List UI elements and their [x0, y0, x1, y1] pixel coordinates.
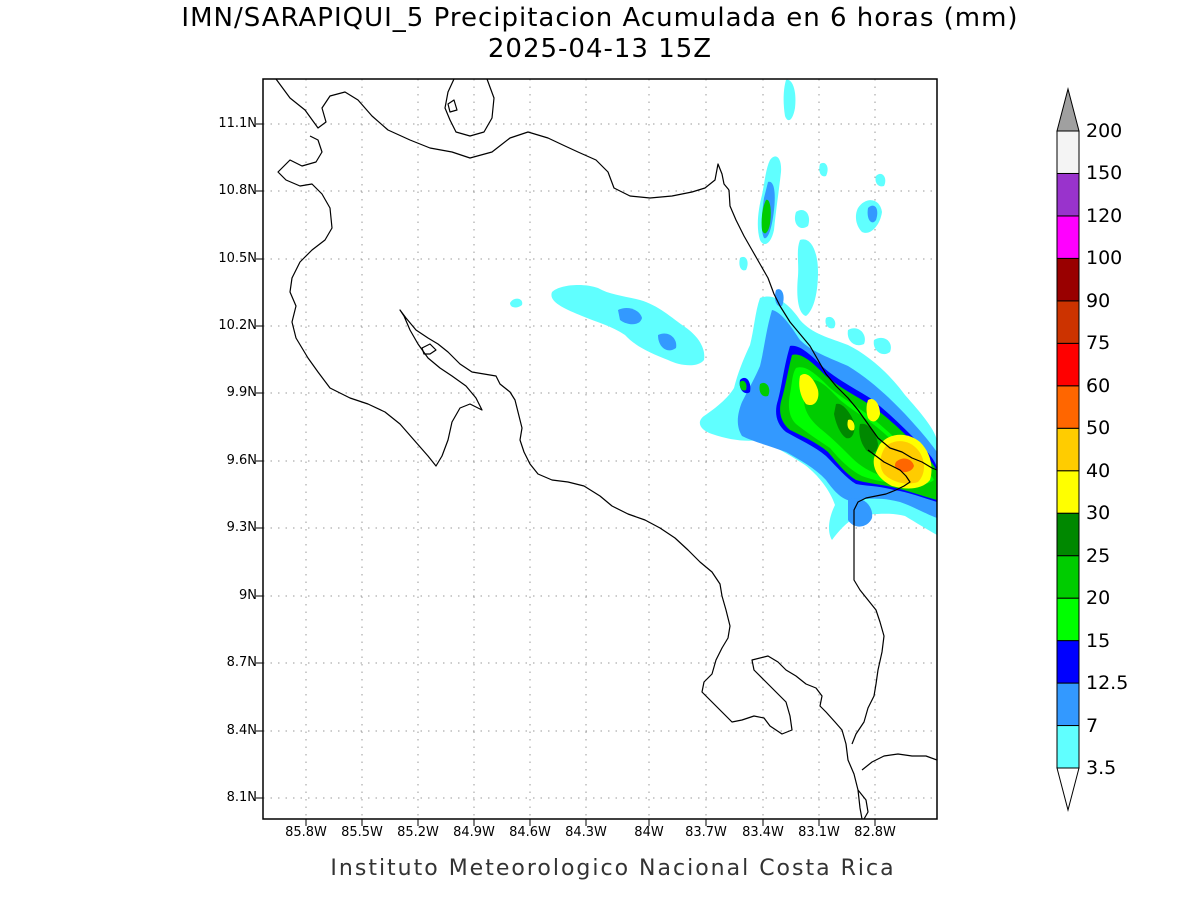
legend-under-triangle: [1056, 767, 1080, 812]
legend-level-label: 75: [1086, 332, 1111, 355]
precip-area-3.5: [875, 173, 886, 187]
legend-swatch: [1056, 640, 1080, 684]
legend-swatch: [1056, 597, 1080, 642]
legend-swatch: [1056, 385, 1080, 429]
panama-coast-east: [861, 753, 937, 771]
lat-tick-label: 8.4N: [226, 723, 257, 738]
precip-area-15: [759, 382, 770, 397]
precip-cell-southeast-maximum: [873, 434, 932, 489]
lat-tick-label: 11.1N: [218, 116, 257, 131]
legend-swatch: [1056, 470, 1080, 514]
lat-tick-label: 9N: [239, 588, 257, 603]
lon-tick-label: 84W: [634, 825, 664, 840]
lat-tick-label: 9.3N: [226, 520, 257, 535]
precip-area-15: [761, 199, 771, 234]
legend-level-label: 25: [1086, 544, 1111, 567]
map-title: IMN/SARAPIQUI_5 Precipitacion Acumulada …: [181, 3, 1019, 33]
precip-area-3.5: [825, 316, 836, 329]
legend-swatch: [1056, 130, 1080, 174]
legend-swatch: [1056, 215, 1080, 259]
nicaragua-lake-shore: [444, 79, 495, 137]
lon-tick-label: 84.9W: [453, 825, 495, 840]
lon-tick-label: 85.2W: [397, 825, 439, 840]
map-frame: [262, 78, 938, 820]
precip-area-60: [894, 458, 914, 473]
legend-swatch: [1056, 172, 1080, 217]
legend-over-triangle: [1056, 87, 1080, 132]
lat-tick-label: 8.1N: [226, 790, 257, 805]
legend-level-label: 100: [1086, 247, 1123, 270]
precip-area-3.5: [783, 79, 796, 121]
color-legend: [1056, 87, 1080, 812]
lat-tick-label: 9.9N: [226, 385, 257, 400]
precip-area-3.5: [510, 298, 523, 308]
legend-level-label: 200: [1086, 120, 1123, 142]
legend-swatch: [1056, 725, 1080, 769]
lake-island: [447, 99, 458, 113]
legend-swatch: [1056, 555, 1080, 599]
caribbean-coast-line: [728, 189, 937, 471]
precip-area-7: [658, 333, 677, 351]
precip-area-40: [866, 398, 880, 422]
legend-swatch: [1056, 682, 1080, 727]
precip-cell-north-coast-streak: [739, 79, 886, 316]
precip-area-40: [799, 373, 819, 406]
coastlines-and-borders: [275, 79, 937, 819]
precip-area-15: [739, 380, 747, 391]
lon-tick-label: 83.7W: [685, 825, 727, 840]
precip-area-3.5: [873, 337, 891, 355]
lat-tick-label: 10.2N: [218, 318, 257, 333]
precip-area-30: [834, 403, 855, 439]
legend-level-label: 50: [1086, 417, 1111, 440]
legend-level-label: 120: [1086, 204, 1123, 227]
precip-area-7: [618, 307, 642, 325]
precip-area-3.5: [739, 256, 748, 271]
lat-tick-label: 9.6N: [226, 453, 257, 468]
lat-tick-label: 10.8N: [218, 183, 257, 198]
lon-tick-label: 85.5W: [341, 825, 383, 840]
precip-area-3.5: [847, 328, 865, 346]
lon-tick-label: 84.3W: [565, 825, 607, 840]
precip-area-7: [867, 205, 878, 223]
lon-tick-label: 82.8W: [854, 825, 896, 840]
precip-cell-sarapiqui-band: [510, 284, 705, 366]
precip-area-30: [859, 423, 878, 453]
lon-tick-label: 85.8W: [285, 825, 327, 840]
lon-tick-label: 84.6W: [509, 825, 551, 840]
nicoya-northwest-coast: [277, 135, 863, 819]
lon-tick-label: 83.4W: [742, 825, 784, 840]
precip-area-3.5: [819, 162, 828, 177]
precip-area-3.5: [794, 209, 810, 229]
legend-level-label: 3.5: [1086, 757, 1117, 779]
precip-area-3.5: [797, 239, 818, 316]
panama-border-line: [851, 449, 911, 745]
legend-swatch: [1056, 427, 1080, 472]
legend-swatch: [1056, 512, 1080, 557]
nicoya-gulf-island: [421, 343, 437, 355]
legend-level-label: 40: [1086, 459, 1111, 482]
legend-level-label: 30: [1086, 502, 1111, 525]
legend-level-label: 15: [1086, 629, 1111, 652]
legend-level-label: 90: [1086, 289, 1111, 312]
legend-swatch: [1056, 300, 1080, 344]
legend-level-label: 12.5: [1086, 672, 1129, 695]
credit-footer: Instituto Meteorologico Nacional Costa R…: [330, 856, 896, 881]
panama-south-coast: [857, 789, 869, 819]
precip-area-40: [847, 419, 855, 431]
legend-swatch: [1056, 257, 1080, 302]
lat-tick-label: 10.5N: [218, 251, 257, 266]
axis-ticks: [256, 123, 876, 826]
legend-swatch: [1056, 342, 1080, 387]
map-valid-time: 2025-04-13 15Z: [487, 34, 713, 64]
legend-level-label: 150: [1086, 162, 1123, 185]
legend-level-label: 60: [1086, 374, 1111, 397]
legend-level-label: 20: [1086, 587, 1111, 610]
lat-tick-label: 8.7N: [226, 655, 257, 670]
legend-level-label: 7: [1086, 714, 1099, 737]
precip-area-7: [774, 289, 784, 307]
precipitation-field: [510, 79, 937, 540]
nicaragua-coast-line: [275, 79, 730, 199]
lon-tick-label: 83.1W: [798, 825, 840, 840]
